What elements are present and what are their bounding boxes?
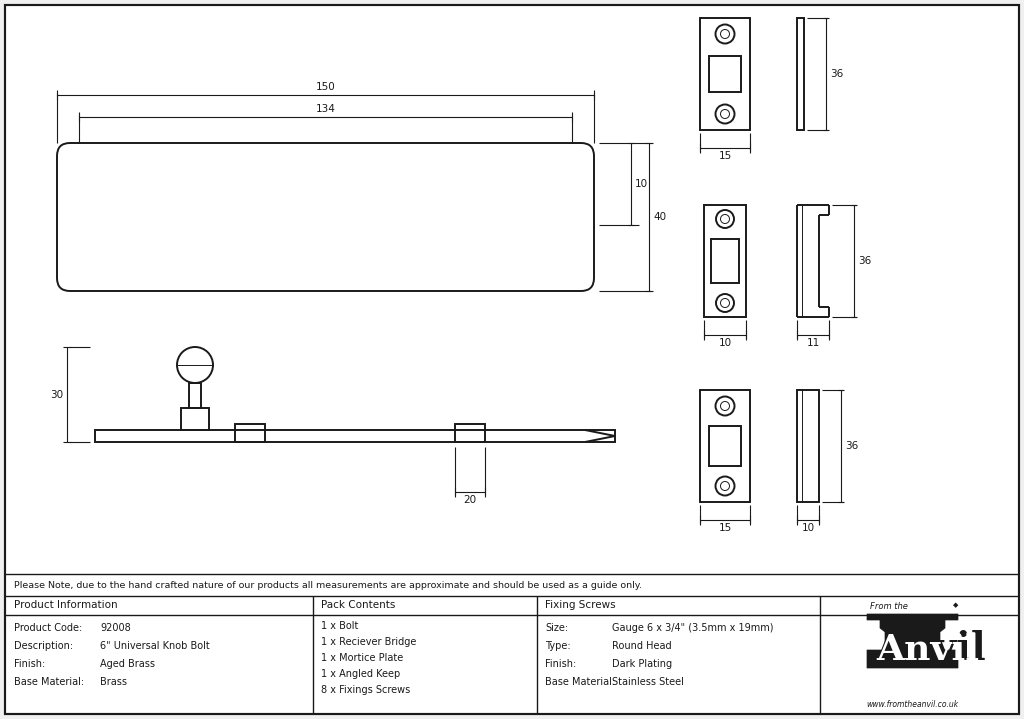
- Text: 1 x Mortice Plate: 1 x Mortice Plate: [321, 653, 403, 663]
- Text: 150: 150: [315, 82, 336, 92]
- Bar: [700, 390, 750, 502]
- Text: Dark Plating: Dark Plating: [612, 659, 672, 669]
- Text: 36: 36: [830, 69, 843, 79]
- Bar: [212, 192, 250, 242]
- Bar: [181, 408, 209, 430]
- Text: Stainless Steel: Stainless Steel: [612, 677, 684, 687]
- Text: Base Material:: Base Material:: [14, 677, 84, 687]
- Text: 92008: 92008: [100, 623, 131, 633]
- Text: 134: 134: [315, 104, 336, 114]
- Text: 8 x Fixings Screws: 8 x Fixings Screws: [321, 685, 411, 695]
- Bar: [135, 209, 579, 225]
- Bar: [711, 239, 739, 283]
- Bar: [797, 390, 819, 502]
- Text: Please Note, due to the hand crafted nature of our products all measurements are: Please Note, due to the hand crafted nat…: [14, 580, 642, 590]
- Text: 30: 30: [50, 390, 63, 400]
- Text: Base Material:: Base Material:: [545, 677, 615, 687]
- Text: ◆: ◆: [953, 602, 958, 608]
- Text: 1 x Bolt: 1 x Bolt: [321, 621, 358, 631]
- Text: 40: 40: [653, 212, 667, 222]
- Text: 15: 15: [719, 151, 731, 161]
- Text: 36: 36: [845, 441, 858, 451]
- Text: www.fromtheanvil.co.uk: www.fromtheanvil.co.uk: [866, 700, 958, 709]
- Text: Anvil: Anvil: [874, 630, 986, 668]
- Text: 15: 15: [719, 523, 731, 533]
- Bar: [700, 18, 750, 130]
- Polygon shape: [867, 614, 958, 668]
- Text: Finish:: Finish:: [14, 659, 45, 669]
- Text: 1 x Angled Keep: 1 x Angled Keep: [321, 669, 400, 679]
- Bar: [95, 430, 615, 442]
- Bar: [709, 426, 741, 466]
- Text: Description:: Description:: [14, 641, 73, 651]
- Text: Size:: Size:: [545, 623, 568, 633]
- Bar: [437, 192, 475, 242]
- FancyBboxPatch shape: [57, 143, 594, 291]
- Text: 10: 10: [635, 179, 648, 189]
- Text: Aged Brass: Aged Brass: [100, 659, 155, 669]
- Text: Finish:: Finish:: [545, 659, 577, 669]
- Text: Pack Contents: Pack Contents: [321, 600, 395, 610]
- Bar: [705, 205, 746, 317]
- Text: Product Information: Product Information: [14, 600, 118, 610]
- Text: Anvil: Anvil: [876, 633, 979, 667]
- Text: 11: 11: [806, 338, 819, 348]
- Text: Type:: Type:: [545, 641, 570, 651]
- Bar: [709, 56, 741, 92]
- Text: 6" Universal Knob Bolt: 6" Universal Knob Bolt: [100, 641, 210, 651]
- Bar: [455, 424, 485, 442]
- Text: Brass: Brass: [100, 677, 127, 687]
- Text: 1 x Reciever Bridge: 1 x Reciever Bridge: [321, 637, 417, 647]
- Text: 36: 36: [858, 256, 871, 266]
- Bar: [234, 424, 265, 442]
- Bar: [189, 383, 201, 408]
- Text: 10: 10: [802, 523, 814, 533]
- Text: 10: 10: [719, 338, 731, 348]
- Text: Fixing Screws: Fixing Screws: [545, 600, 615, 610]
- Text: Product Code:: Product Code:: [14, 623, 82, 633]
- Text: From the: From the: [870, 602, 908, 611]
- Text: Round Head: Round Head: [612, 641, 672, 651]
- Bar: [797, 18, 804, 130]
- Text: Gauge 6 x 3/4" (3.5mm x 19mm): Gauge 6 x 3/4" (3.5mm x 19mm): [612, 623, 773, 633]
- Text: 20: 20: [464, 495, 476, 505]
